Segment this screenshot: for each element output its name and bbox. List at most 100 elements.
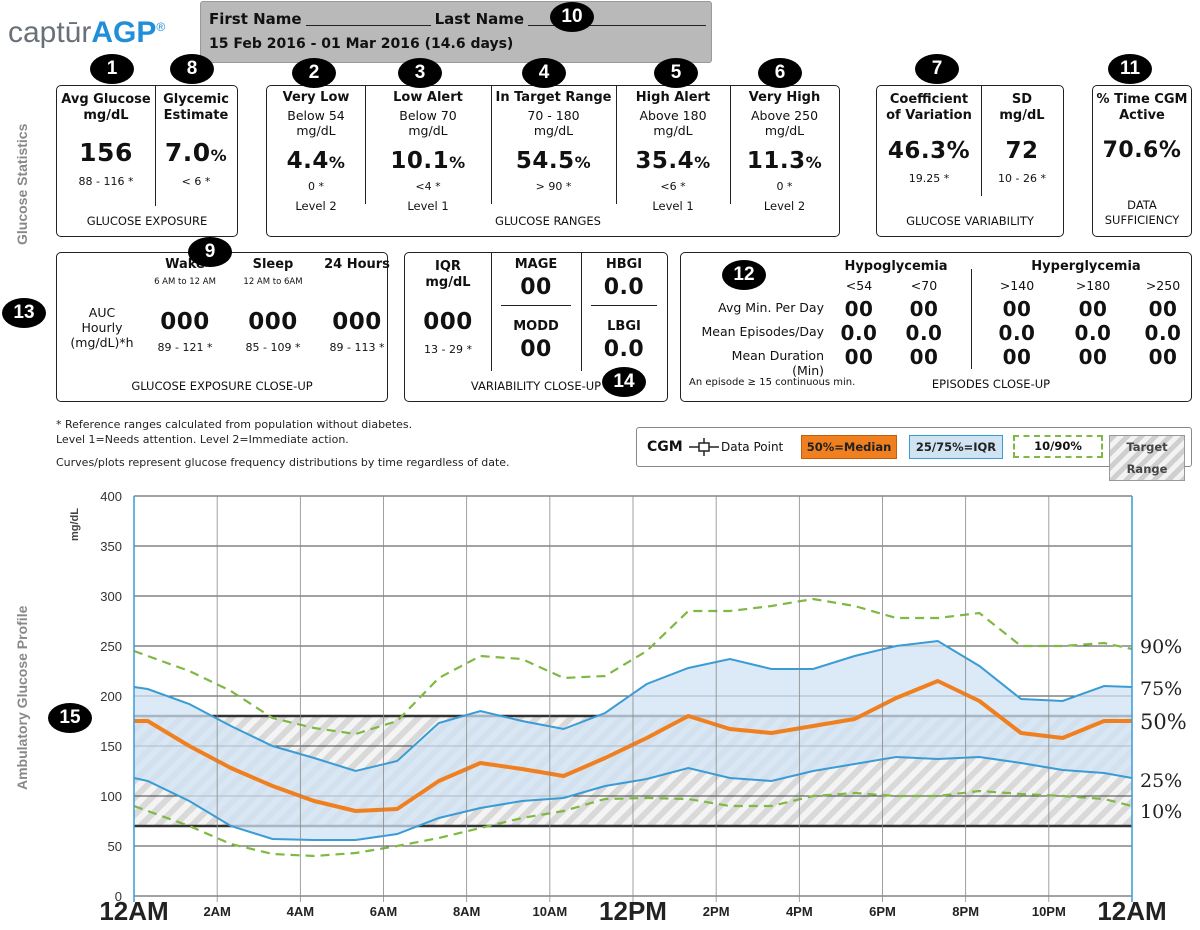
hyperglycemia-title: Hyperglycemia [1031,259,1141,274]
closeup-column: Sleep 12 AM to 6AM 000 85 - 109 * [233,257,313,354]
auc-label: AUC [88,305,116,320]
range-ref: 0 * [308,180,324,193]
p10-line [133,789,1133,858]
auc-label-2: Hourly [81,320,123,335]
x-tick-label: 8PM [952,904,979,919]
avg-glucose-value: 156 [79,138,133,167]
logo-prefix: captūr [8,16,92,49]
percentile-label: 90% [1140,636,1182,658]
last-name-field[interactable] [528,11,707,26]
episode-threshold: >140 [999,278,1035,293]
episode-threshold: >250 [1145,278,1181,293]
episode-row-label: Mean Duration (Min) [731,348,824,378]
y-tick-label: 150 [100,739,122,754]
percentile-label: 25% [1140,770,1182,792]
glucose-statistics-title: Glucose Statistics [14,123,30,245]
cgm-active-header: % Time CGM [1096,92,1188,107]
episode-value: 00 [909,345,939,369]
callout-badge: 9 [188,237,232,267]
x-tick-label: 8AM [453,904,480,919]
x-tick-label: 4PM [786,904,813,919]
percentile-label: 75% [1140,678,1182,700]
range-pct: % [449,153,466,172]
x-tick-label: 12PM [599,896,667,926]
episode-value: 00 [1078,345,1108,369]
episode-value: 0.0 [1074,321,1112,345]
episode-value: 00 [844,345,874,369]
range-pct: % [574,153,592,172]
glycemic-estimate-pct: % [210,146,228,165]
callout-badge: 2 [292,58,336,88]
range-column: High Alert Above 180 mg/dL 35.4% <6 * Level 1 [616,90,730,213]
episodes-closeup-box: Hypoglycemia Hyperglycemia <54 <70 >140 >18… [680,252,1192,402]
p75-line [133,639,1133,773]
callout-badge: 12 [722,260,766,290]
variability-closeup-footer: VARIABILITY CLOSE-UP [470,379,602,393]
episode-value: 0.0 [998,321,1036,345]
range-unit: mg/dL [533,123,574,138]
episode-value: 00 [844,297,874,321]
sd-unit: mg/dL [999,108,1045,123]
auc-label-3: (mg/dL)*h [70,335,134,350]
x-tick-label: 2AM [203,904,230,919]
episode-value: 0.0 [840,321,878,345]
median-line [134,679,1132,813]
episode-value: 00 [1002,297,1032,321]
episode-value: 0.0 [1144,321,1182,345]
legend-target-range: Target Range [1109,435,1185,481]
modd-value: 00 [520,337,552,362]
range-threshold: Above 180 [639,108,707,123]
y-tick-label: 100 [100,789,122,804]
callout-badge: 8 [170,54,214,84]
x-tick-label: 6AM [370,904,397,919]
cv-header-2: of Variation [886,108,972,123]
legend-iqr: 25/75%=IQR [909,435,1003,459]
cv-ref: 19.25 * [908,172,950,185]
days-count: (14.6 days) [424,36,514,52]
range-column: Low Alert Below 70 mg/dL 10.1% <4 * Level 1 [365,90,491,213]
range-title: In Target Range [495,90,612,105]
callout-badge: 5 [654,58,698,88]
patient-header: First Name Last Name 15 Feb 2016 - 01 Mar… [200,1,712,63]
last-name-label: Last Name [434,10,525,28]
glycemic-estimate-header: Glycemic [163,92,229,107]
range-value: 54.5 [515,148,575,174]
range-title: Very Low [282,90,350,105]
lbgi-header: LBGI [607,319,641,334]
note-levels: Level 1=Needs attention. Level 2=Immedia… [56,433,349,446]
glycemic-estimate-ref: < 6 * [181,175,211,188]
glucose-exposure-box: Avg Glucose mg/dL 156 88 - 116 * Glycemi… [56,85,238,237]
callout-badge: 14 [602,367,646,397]
closeup-title: 24 Hours [324,257,390,272]
closeup-column: Wake 6 AM to 12 AM 000 89 - 121 * [145,257,225,354]
callout-badge: 10 [550,2,594,32]
episode-row-label: Avg Min. Per Day [718,300,824,315]
range-threshold: 70 - 180 [527,108,580,123]
range-unit: mg/dL [296,123,336,138]
p90-line [133,597,1133,736]
data-sufficiency-box: % Time CGM Active 70.6% DATA SUFFICIENCY [1092,85,1192,237]
first-name-label: First Name [209,10,302,28]
iqr-ref: 13 - 29 * [424,343,472,356]
y-tick-label: 300 [100,589,122,604]
episode-value: 00 [1148,297,1178,321]
range-ref: <6 * [660,180,686,193]
iqr-header: IQR [435,259,461,274]
x-tick-label: 12AM [1097,896,1166,926]
range-level: Level 2 [763,199,806,213]
cgm-active-header-2: Active [1119,108,1165,123]
y-tick-label: 250 [100,639,122,654]
episode-threshold: >180 [1075,278,1111,293]
range-unit: mg/dL [408,123,448,138]
legend-10-90: 10/90% [1013,435,1103,458]
range-value: 4.4 [286,148,329,174]
avg-glucose-unit: mg/dL [83,108,129,123]
mage-value: 00 [520,275,552,300]
episode-value: 00 [1078,297,1108,321]
closeup-time: 12 AM to 6AM [243,277,303,287]
first-name-field[interactable] [305,11,431,26]
glycemic-estimate-value: 7.0 [164,138,211,167]
range-threshold: Below 54 [287,108,345,123]
iqr-value: 000 [423,309,473,335]
x-tick-label: 12AM [99,896,168,926]
